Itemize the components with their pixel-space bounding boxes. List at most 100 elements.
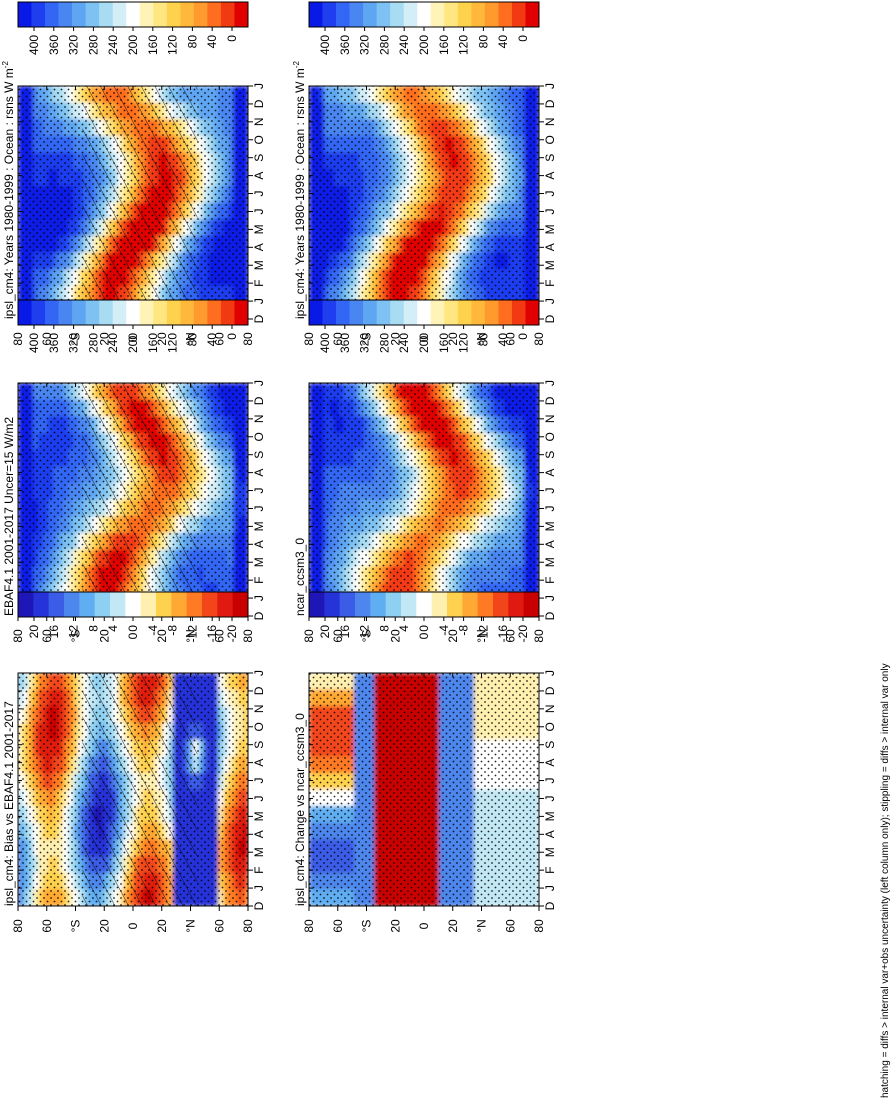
plot-area	[18, 383, 248, 616]
plot-area	[309, 673, 539, 906]
month-label: J	[252, 505, 266, 511]
plot-area	[309, 383, 539, 616]
colorbar-label: 360	[338, 333, 352, 353]
lat-label: 60	[503, 919, 517, 933]
lat-label: 0	[417, 632, 431, 639]
colorbar-label: 16	[338, 625, 352, 639]
colorbar-label: 16	[47, 625, 61, 639]
lat-label: 80	[241, 332, 255, 346]
lat-label: 60	[40, 332, 54, 346]
month-label: A	[252, 759, 266, 767]
lat-label: 20	[155, 919, 169, 933]
lat-label: 80	[11, 919, 25, 933]
colorbar: 400 360 320 280 240 200 160 120 80 40 0	[308, 299, 540, 353]
colorbar-swatch	[417, 300, 432, 325]
lat-label: 80	[302, 919, 316, 933]
month-label: N	[543, 705, 557, 714]
colorbar-swatch	[217, 592, 233, 617]
colorbar-swatch	[202, 592, 218, 617]
lat-label: 20	[97, 919, 111, 933]
month-label: N	[252, 118, 266, 127]
colorbar-label: 80	[476, 35, 490, 49]
colorbar-label: 240	[397, 35, 411, 55]
month-label: O	[252, 432, 266, 441]
colorbar-swatch	[390, 2, 405, 27]
colorbar-swatch	[125, 592, 141, 617]
colorbar-label: -4	[146, 625, 160, 636]
month-label: M	[252, 811, 266, 821]
colorbar-label: 20	[318, 625, 332, 639]
colorbar-swatch	[207, 2, 222, 27]
colorbar-swatch	[339, 592, 356, 617]
colorbar-swatch	[126, 300, 141, 325]
panel-title: ipsl_cm4: Years 1980-1999 : Ocean : rsns…	[1, 61, 16, 319]
plot-area	[309, 86, 539, 319]
colorbar-label: 4	[106, 625, 120, 632]
panel-title: ncar_ccsm3_0	[293, 538, 307, 616]
panel-mid-right: DJFMAMJJASONDJ8060°N20020°S6080ncar_ccsm…	[293, 299, 557, 643]
lat-label: 60	[503, 332, 517, 346]
plot-area	[18, 673, 248, 906]
colorbar-label: -4	[437, 625, 451, 636]
colorbar-swatch	[403, 300, 418, 325]
colorbar-swatch	[99, 2, 114, 27]
month-label: D	[252, 686, 266, 695]
colorbar-swatch	[336, 2, 350, 27]
colorbar-swatch	[355, 592, 371, 617]
colorbar-label: 160	[146, 35, 160, 55]
month-label: J	[543, 380, 557, 386]
colorbar-swatch	[324, 592, 340, 617]
colorbar-swatch	[207, 300, 222, 325]
month-label: O	[543, 135, 557, 144]
colorbar-swatch	[511, 300, 526, 325]
figure-footnote: hatching = diffs > internal var+obs unce…	[880, 663, 891, 1098]
colorbar-label: 40	[496, 333, 510, 347]
month-label: D	[543, 901, 557, 910]
colorbar-swatch	[511, 2, 526, 27]
month-label: J	[543, 191, 557, 197]
month-label: O	[543, 722, 557, 731]
month-label: J	[252, 778, 266, 784]
hatching	[82, 383, 198, 616]
month-label: J	[543, 885, 557, 891]
lat-label: 60	[331, 332, 345, 346]
month-label: A	[543, 243, 557, 251]
lat-label: 80	[241, 919, 255, 933]
colorbar-label: 280	[377, 35, 391, 55]
colorbar-swatch	[376, 2, 391, 27]
colorbar-swatch	[403, 2, 418, 27]
month-label: J	[252, 83, 266, 89]
panel-bot-right: DJFMAMJJASONDJ8060°N20020°S6080ipsl_cm4:…	[293, 591, 557, 933]
lat-label: 80	[241, 629, 255, 643]
colorbar-label: -20	[516, 625, 530, 643]
colorbar-swatch	[31, 300, 46, 325]
colorbar-swatch	[457, 2, 472, 27]
colorbar-label: 12	[67, 625, 81, 639]
colorbar-label: -16	[496, 625, 510, 643]
colorbar-label: 80	[185, 333, 199, 347]
colorbar-swatch	[457, 300, 472, 325]
month-label: M	[543, 260, 557, 270]
month-label: J	[543, 795, 557, 801]
colorbar-swatch	[140, 592, 157, 617]
month-label: O	[252, 135, 266, 144]
lat-label: 80	[302, 332, 316, 346]
lat-label: 60	[40, 919, 54, 933]
colorbar-label: 360	[47, 35, 61, 55]
month-label: J	[543, 298, 557, 304]
colorbar-label: 200	[126, 35, 140, 55]
colorbar-label: 40	[205, 333, 219, 347]
colorbar-label: -20	[225, 625, 239, 643]
lat-label: °N	[184, 919, 198, 932]
colorbar-swatch	[498, 2, 513, 27]
colorbar-label: 320	[358, 333, 372, 353]
lat-label: °N	[475, 629, 489, 642]
month-label: S	[543, 451, 557, 459]
colorbar-swatch	[484, 300, 499, 325]
colorbar-swatch	[18, 300, 32, 325]
colorbar-swatch	[385, 592, 402, 617]
colorbar-swatch	[462, 592, 478, 617]
lat-label: °N	[184, 629, 198, 642]
hatching	[82, 86, 198, 319]
colorbar-swatch	[336, 300, 350, 325]
